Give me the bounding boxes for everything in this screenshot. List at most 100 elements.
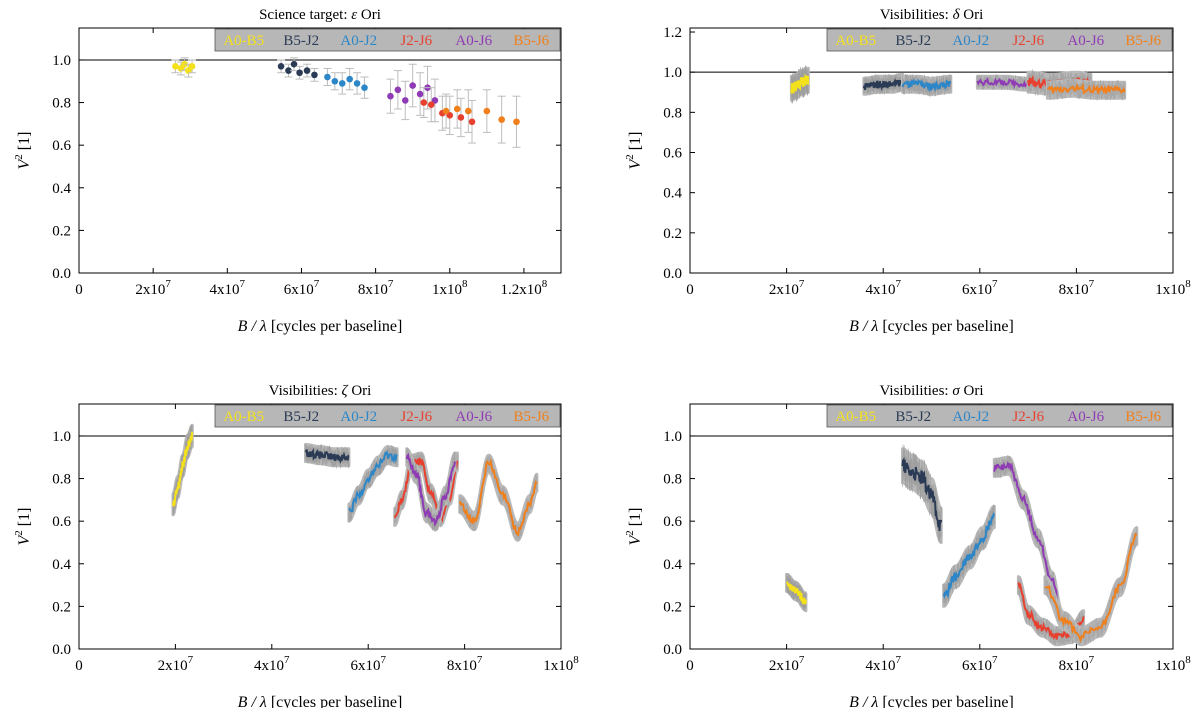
- legend-entry-B5-J2: B5-J2: [895, 409, 931, 425]
- data-line: [942, 512, 996, 599]
- y-tick-label: 0.6: [52, 138, 71, 154]
- chart-title: Visibilities: ζ Ori: [269, 383, 372, 399]
- x-tick-label: 4x107: [210, 278, 246, 298]
- y-tick-label: 0.4: [663, 557, 682, 573]
- x-axis-label: B / λ [cycles per baseline]: [238, 694, 403, 708]
- series-A0-B5: [785, 572, 808, 613]
- y-tick-label: 0.8: [663, 105, 682, 121]
- chart-title: Visibilities: σ Ori: [879, 383, 983, 399]
- data-line: [862, 77, 904, 92]
- data-point: [409, 82, 416, 89]
- y-tick-label: 0.2: [663, 599, 682, 615]
- legend-entry-A0-J6: A0-J6: [1067, 33, 1104, 49]
- data-point: [442, 107, 450, 115]
- data-layer: [690, 435, 1173, 647]
- data-line: [304, 447, 350, 465]
- data-line: [458, 458, 538, 537]
- y-tick-label: 0.6: [663, 146, 682, 162]
- series-A0-J2: [323, 67, 369, 99]
- legend-box: [214, 404, 561, 428]
- legend-entry-A0-B5: A0-B5: [835, 409, 876, 425]
- data-point: [361, 84, 368, 91]
- x-tick-label: 2x107: [769, 654, 805, 674]
- data-point: [387, 92, 394, 100]
- legend-entry-A0-J2: A0-J2: [952, 33, 989, 49]
- data-layer: [79, 423, 561, 542]
- legend-entry-J2-J6: J2-J6: [1012, 33, 1044, 49]
- x-tick-label: 8x107: [447, 654, 483, 674]
- y-axis-label: V2 [1]: [624, 132, 644, 170]
- y-tick-label: 0.2: [52, 223, 71, 239]
- y-tick-label: 0.4: [52, 181, 71, 197]
- series-A0-J2: [347, 445, 399, 523]
- series-B5-J6: [442, 89, 521, 148]
- data-line: [901, 77, 952, 93]
- data-point: [338, 80, 346, 87]
- y-tick-label: 0.2: [663, 226, 682, 242]
- data-line: [172, 431, 194, 507]
- legend-entry-B5-J2: B5-J2: [895, 33, 931, 49]
- data-point: [431, 97, 439, 104]
- data-line: [405, 452, 456, 527]
- legend-entry-A0-J2: A0-J2: [952, 409, 989, 425]
- y-tick-label: 0.8: [663, 472, 682, 488]
- series-B5-J6: [1043, 526, 1139, 647]
- x-axis-label: B / λ [cycles per baseline]: [238, 318, 403, 335]
- x-tick-label: 2x107: [135, 278, 171, 298]
- series-A0-B5: [171, 57, 197, 78]
- plot-frame: [78, 27, 562, 274]
- x-tick-label: 8x107: [1059, 278, 1095, 298]
- chart-sigma: 0 2x107 4x107 6x107 8x107 1x108 0.0 0.2 0.4 0.6 0.…: [624, 383, 1191, 708]
- y-tick-label: 0.4: [663, 186, 682, 202]
- data-point: [427, 101, 435, 108]
- data-layer: [79, 57, 561, 148]
- legend-entry-A0-J6: A0-J6: [1067, 409, 1104, 425]
- legend-entry-A0-J6: A0-J6: [455, 409, 492, 425]
- legend-entry-B5-J6: B5-J6: [1125, 409, 1161, 425]
- data-line: [1047, 82, 1126, 95]
- data-point: [446, 112, 454, 119]
- data-point: [394, 86, 402, 94]
- chart-zeta: 0 2x107 4x107 6x107 8x107 1x108 0.0 0.2 0.4 0.6 0.…: [13, 383, 579, 708]
- data-line: [790, 73, 810, 95]
- series-A0-J6: [386, 63, 439, 123]
- error-band: [458, 453, 539, 542]
- chart-eps: 0 2x107 4x107 6x107 8x107 1x108 1.2x108 0.0 0.2 0…: [13, 7, 562, 335]
- data-point: [353, 80, 361, 87]
- x-tick-label: 6x107: [350, 654, 386, 674]
- data-line: [1044, 532, 1138, 643]
- series-B5-J6: [458, 453, 539, 542]
- data-point: [296, 69, 303, 77]
- data-point: [453, 105, 461, 113]
- data-point: [513, 118, 520, 126]
- series-B5-J2: [277, 57, 319, 82]
- x-tick-label: 1x108: [1155, 278, 1191, 298]
- y-tick-label: 0.0: [663, 266, 682, 282]
- y-axis-label: V2 [1]: [13, 508, 33, 546]
- legend-entry-B5-J2: B5-J2: [283, 409, 319, 425]
- y-tick-label: 0.8: [52, 472, 71, 488]
- x-tick-label: 6x107: [284, 278, 320, 298]
- data-point: [324, 73, 331, 81]
- y-tick-label: 0.8: [52, 96, 71, 112]
- x-tick-label: 0: [686, 282, 694, 298]
- legend: A0-B5 B5-J2 A0-J2 J2-J6 A0-J6 B5-J6: [214, 404, 561, 428]
- legend-entry-J2-J6: J2-J6: [400, 409, 432, 425]
- legend-box: [826, 404, 1173, 428]
- data-point: [401, 97, 409, 104]
- plot-frame: [78, 403, 562, 650]
- series-A0-J6: [405, 447, 457, 533]
- series-A0-J2: [942, 504, 996, 608]
- data-point: [498, 116, 505, 123]
- x-tick-label: 1.2x108: [501, 278, 548, 298]
- series-B5-J2: [304, 443, 351, 469]
- data-point: [303, 67, 311, 74]
- y-tick-label: 0.0: [52, 642, 71, 658]
- x-tick-label: 8x107: [358, 278, 394, 298]
- x-tick-label: 6x107: [962, 654, 998, 674]
- legend-box: [214, 28, 561, 52]
- y-tick-label: 1.0: [52, 53, 71, 69]
- data-point: [483, 107, 491, 115]
- series-A0-J2: [901, 73, 953, 97]
